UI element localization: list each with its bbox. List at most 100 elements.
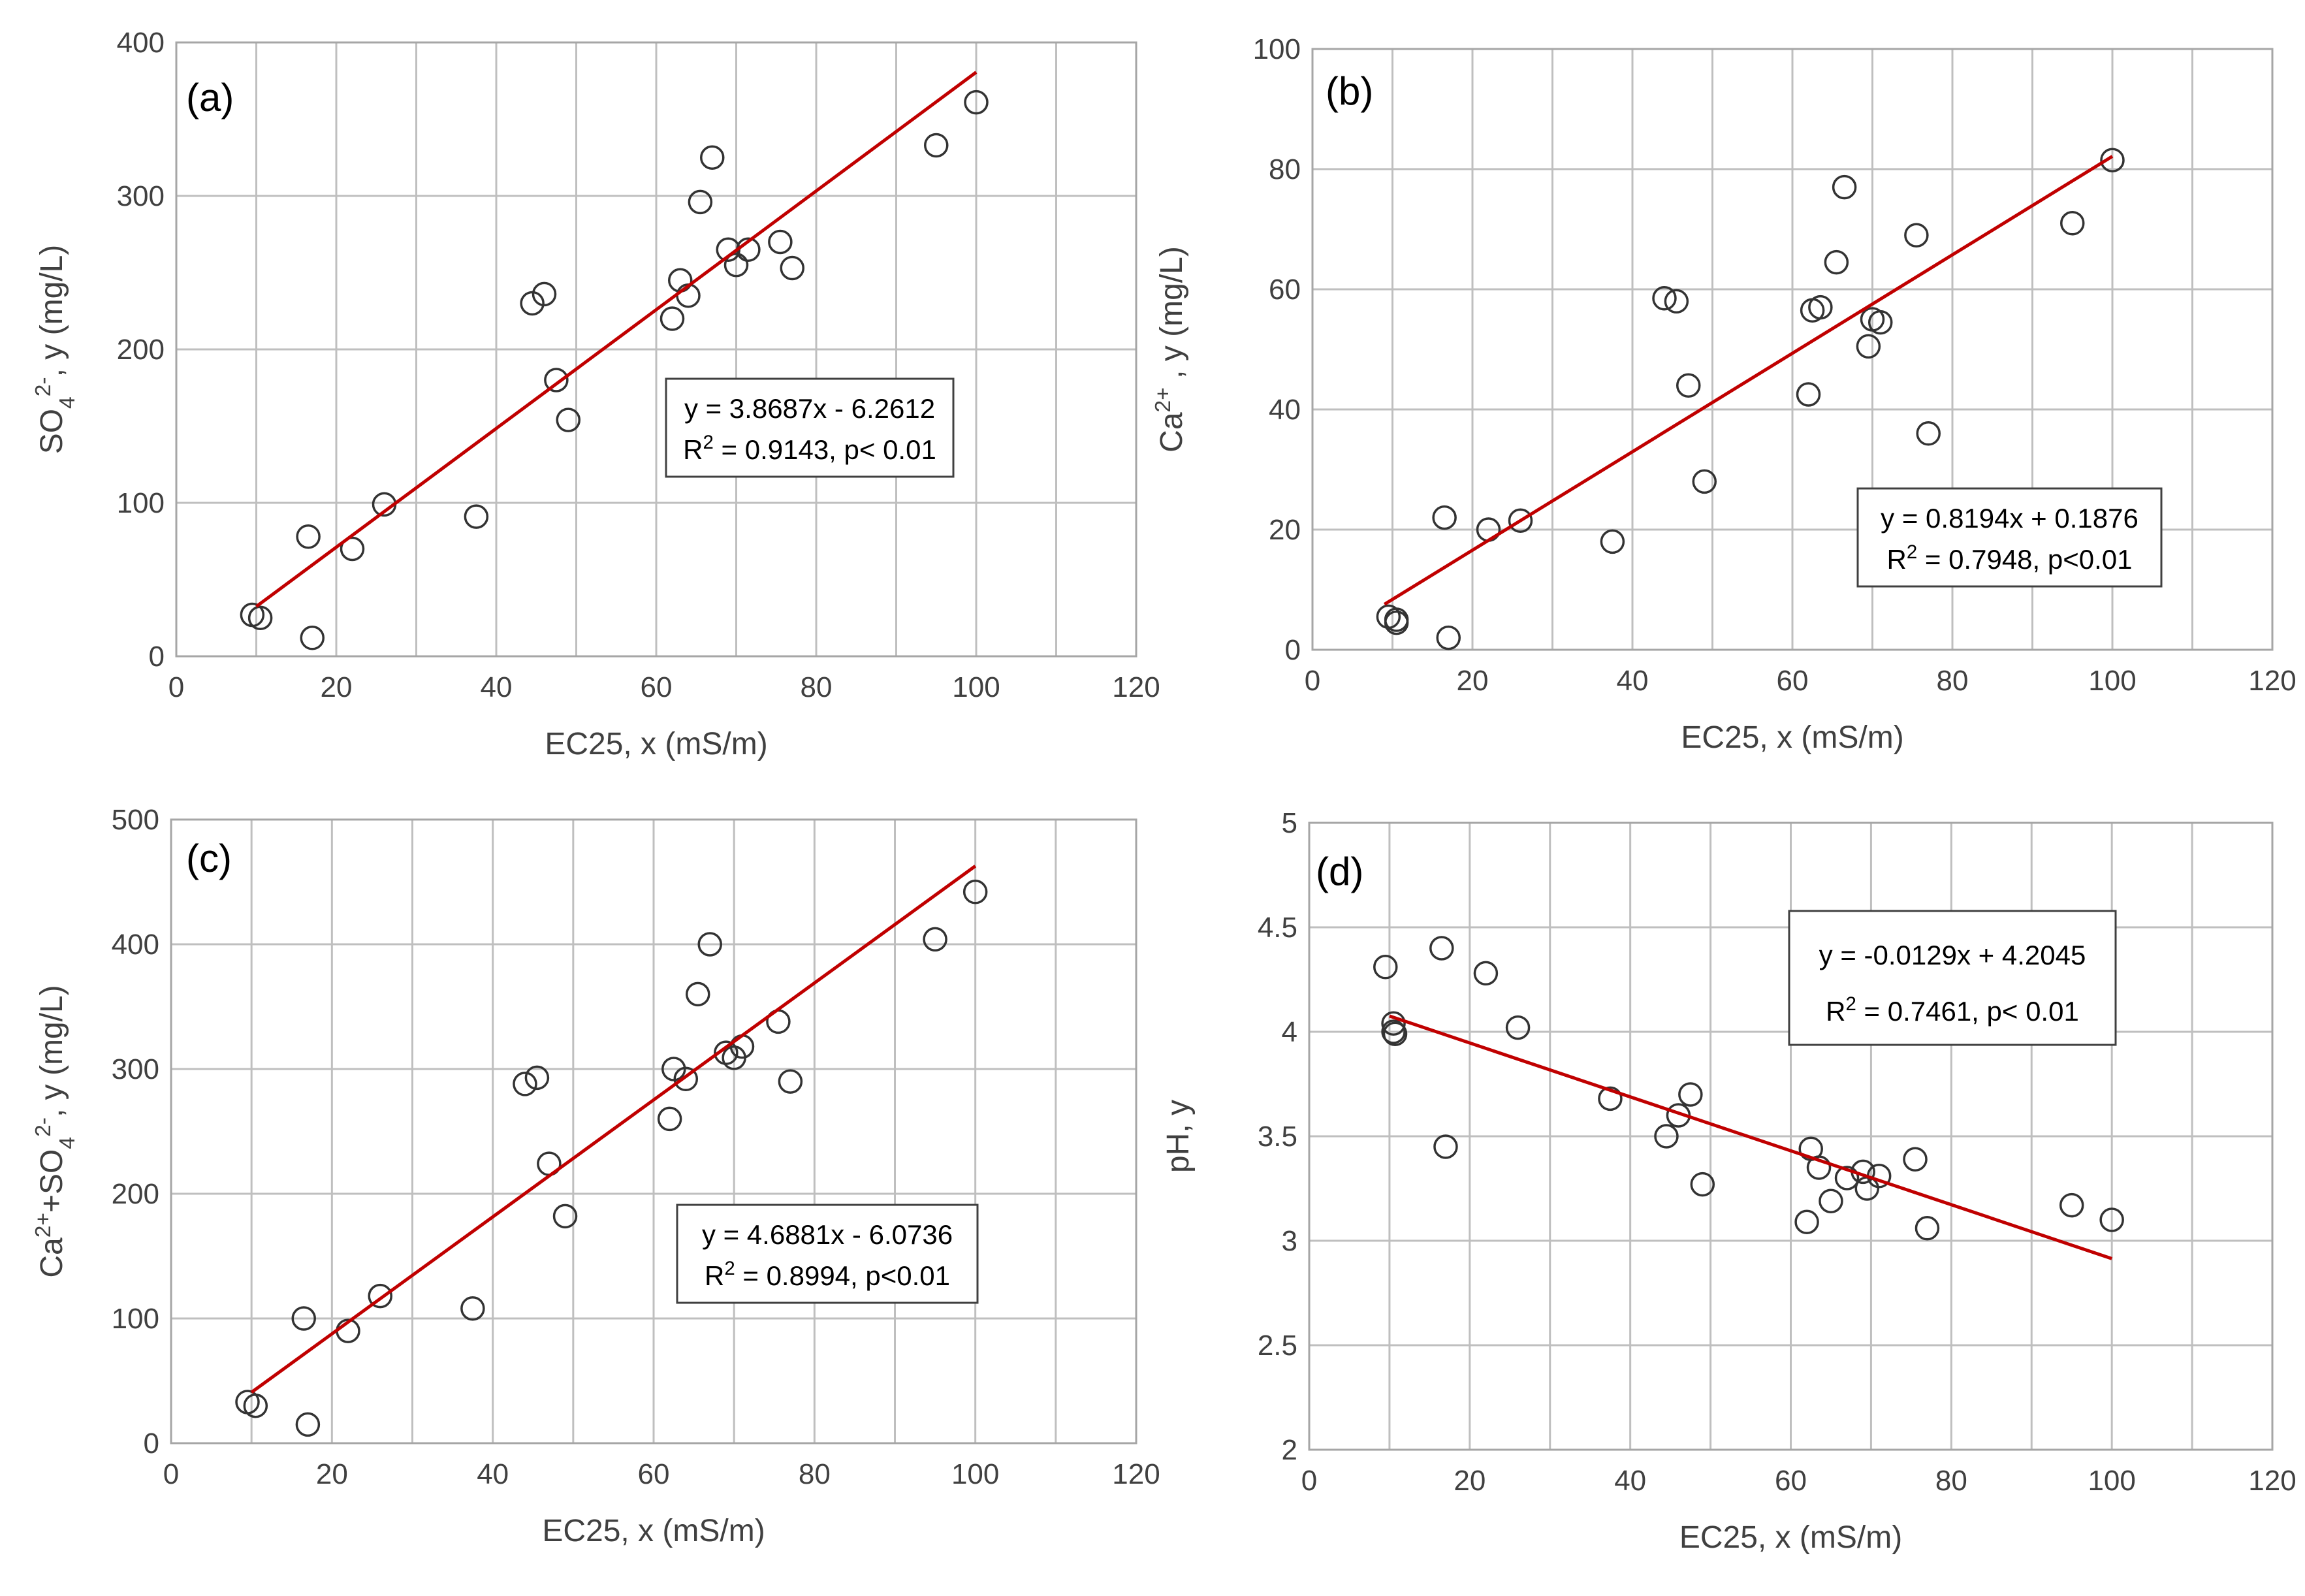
data-point	[460, 1296, 485, 1321]
panel-label: (d)	[1316, 850, 1363, 893]
data-point	[697, 932, 722, 957]
x-axis-label: EC25, x (mS/m)	[542, 1514, 765, 1548]
y-tick-label: 100	[1253, 33, 1301, 65]
data-point	[1834, 1166, 1860, 1190]
data-point	[1868, 310, 1893, 335]
data-point	[556, 407, 580, 432]
data-point	[1678, 1082, 1703, 1107]
equation-frame	[1788, 910, 2117, 1046]
data-point	[544, 368, 569, 392]
equation-text: y = 0.8194x + 0.1876	[1881, 503, 2138, 534]
x-tick-label: 80	[801, 671, 833, 703]
equation-box: y = 3.8687x - 6.2612 R2 = 0.9143, p< 0.01	[665, 377, 955, 478]
trend-line	[250, 865, 977, 1394]
data-point	[700, 145, 725, 170]
data-point	[1600, 529, 1625, 554]
x-tick-label: 60	[1775, 1465, 1807, 1497]
y-tick-label: 4	[1282, 1016, 1297, 1048]
data-point	[778, 1069, 803, 1094]
data-point	[1832, 174, 1857, 200]
panel-label: (a)	[186, 76, 234, 120]
data-point	[923, 927, 947, 952]
x-tick-label: 40	[1614, 1465, 1646, 1497]
data-point	[657, 1106, 682, 1132]
y-tick-label: 2	[1282, 1434, 1297, 1466]
chart-panel-c: 0 20 40 60 80 100 120 0 100 200 300 400 500 EC25, x (…	[31, 804, 1160, 1548]
panel-label: (c)	[186, 837, 232, 880]
data-point	[340, 536, 365, 562]
data-point	[368, 1283, 392, 1309]
r-squared-text: R2 = 0.7461, p< 0.01	[1826, 993, 2079, 1027]
x-tick-label: 60	[641, 671, 673, 703]
y-axis-label: pH, y	[1161, 1100, 1196, 1173]
plot-frame	[1308, 822, 2274, 1451]
y-tick-label: 200	[112, 1178, 159, 1210]
y-tick-label: 4.5	[1258, 912, 1297, 944]
data-point	[660, 306, 685, 331]
x-tick-label: 20	[1457, 665, 1489, 697]
data-point	[2100, 148, 2125, 172]
y-tick-label: 20	[1269, 514, 1301, 546]
y-tick-label: 40	[1269, 394, 1301, 426]
y-tick-label: 60	[1269, 274, 1301, 306]
y-tick-label: 400	[117, 27, 165, 59]
data-point	[1690, 1172, 1715, 1197]
data-point	[1384, 610, 1409, 635]
data-point	[247, 605, 273, 630]
data-point	[300, 626, 325, 650]
x-axis-label: EC25, x (mS/m)	[545, 727, 767, 761]
data-point	[962, 880, 988, 904]
y-axis-label: Ca2++SO42-, y (mg/L)	[31, 985, 80, 1277]
x-tick-label: 20	[321, 671, 353, 703]
x-tick-label: 0	[168, 671, 184, 703]
y-tick-label: 0	[149, 641, 165, 673]
data-point	[1903, 1147, 1928, 1172]
y-tick-label: 0	[1285, 634, 1301, 666]
chart-panel-a: 0 20 40 60 80 100 120 0 100 200 300 400 EC25, x (mS/…	[31, 27, 1160, 761]
data-point	[1654, 1124, 1679, 1149]
data-point	[1808, 295, 1833, 320]
r-squared-text: R2 = 0.9143, p< 0.01	[683, 432, 936, 466]
data-point	[1904, 223, 1929, 247]
x-tick-label: 120	[2248, 665, 2296, 697]
data-point	[295, 1412, 321, 1437]
data-point	[924, 133, 949, 158]
data-point	[768, 229, 793, 255]
data-point	[464, 504, 489, 529]
data-point	[552, 1204, 578, 1229]
x-tick-label: 0	[1305, 665, 1320, 697]
x-tick-label: 100	[2088, 1465, 2135, 1497]
data-point	[2059, 1192, 2084, 1218]
equation-text: y = 4.6881x - 6.0736	[702, 1219, 953, 1250]
data-point	[296, 524, 321, 549]
data-point	[1854, 1176, 1880, 1201]
chart-panel-b: 0 20 40 60 80 100 120 0 20 40 60 80 100 EC25, x (mS/m…	[1151, 33, 2297, 755]
x-tick-label: 80	[1937, 665, 1969, 697]
data-point	[243, 1393, 268, 1418]
y-axis-label: Ca2+ , y (mg/L)	[1151, 246, 1190, 453]
data-point	[1432, 505, 1457, 530]
x-tick-label: 80	[799, 1458, 831, 1490]
data-point	[1508, 508, 1533, 533]
data-point	[1598, 1086, 1623, 1111]
data-point	[1819, 1189, 1843, 1213]
x-tick-label: 100	[951, 1458, 999, 1490]
data-point	[291, 1306, 316, 1331]
data-point	[1373, 955, 1398, 980]
data-point	[1856, 334, 1881, 359]
x-axis-label: EC25, x (mS/m)	[1679, 1520, 1902, 1555]
data-point	[688, 189, 713, 215]
x-tick-label: 20	[1454, 1465, 1486, 1497]
equation-frame	[676, 1204, 979, 1304]
y-tick-label: 2.5	[1258, 1330, 1297, 1362]
data-point	[1381, 1019, 1406, 1044]
x-tick-label: 40	[1617, 665, 1649, 697]
data-point	[513, 1072, 537, 1096]
data-point	[1692, 469, 1717, 494]
y-tick-label: 3.5	[1258, 1121, 1297, 1153]
y-tick-label: 200	[117, 334, 165, 366]
data-point	[1664, 289, 1689, 314]
y-tick-label: 300	[112, 1053, 159, 1085]
x-tick-label: 80	[1935, 1465, 1967, 1497]
data-point	[1794, 1209, 1819, 1234]
